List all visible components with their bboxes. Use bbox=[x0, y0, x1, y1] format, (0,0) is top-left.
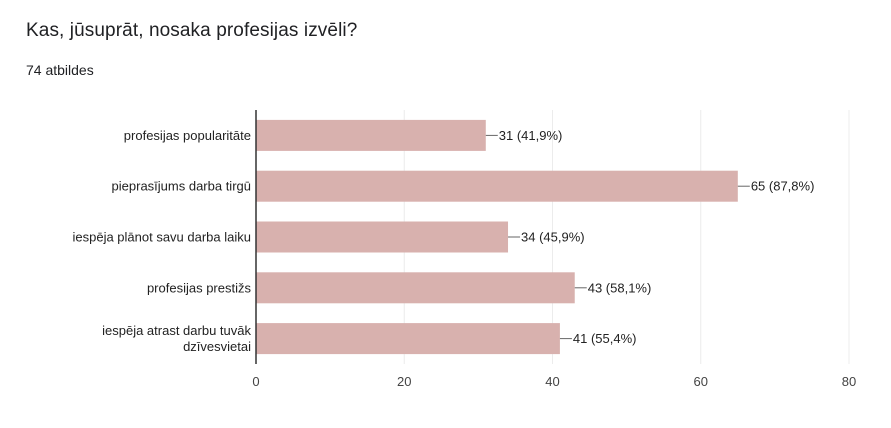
x-tick-label-4: 80 bbox=[842, 374, 856, 389]
x-tick-label-0: 0 bbox=[252, 374, 259, 389]
category-label-4-1: dzīvesvietai bbox=[183, 339, 251, 354]
data-label-3: 43 (58,1%) bbox=[588, 280, 652, 295]
bar-0 bbox=[256, 119, 486, 151]
question-title: Kas, jūsuprāt, nosaka profesijas izvēli? bbox=[26, 20, 358, 41]
category-label-4-0: iespēja atrast darbu tuvāk bbox=[102, 323, 251, 338]
x-tick-label-2: 40 bbox=[545, 374, 559, 389]
data-label-2: 34 (45,9%) bbox=[521, 230, 585, 245]
bar-2 bbox=[256, 221, 509, 253]
data-label-0: 31 (41,9%) bbox=[499, 128, 563, 143]
category-label-0: profesijas popularitāte bbox=[124, 128, 251, 143]
response-count: 74 atbildes bbox=[26, 62, 94, 78]
x-tick-label-1: 20 bbox=[397, 374, 411, 389]
bar-4 bbox=[256, 323, 560, 355]
data-label-4: 41 (55,4%) bbox=[573, 331, 637, 346]
bar-3 bbox=[256, 272, 575, 304]
data-label-1: 65 (87,8%) bbox=[751, 179, 815, 194]
x-tick-label-3: 60 bbox=[694, 374, 708, 389]
category-label-1: pieprasījums darba tirgū bbox=[112, 179, 251, 194]
category-label-2: iespēja plānot savu darba laiku bbox=[72, 230, 251, 245]
category-label-3: profesijas prestižs bbox=[147, 280, 252, 295]
bar-1 bbox=[256, 170, 738, 202]
